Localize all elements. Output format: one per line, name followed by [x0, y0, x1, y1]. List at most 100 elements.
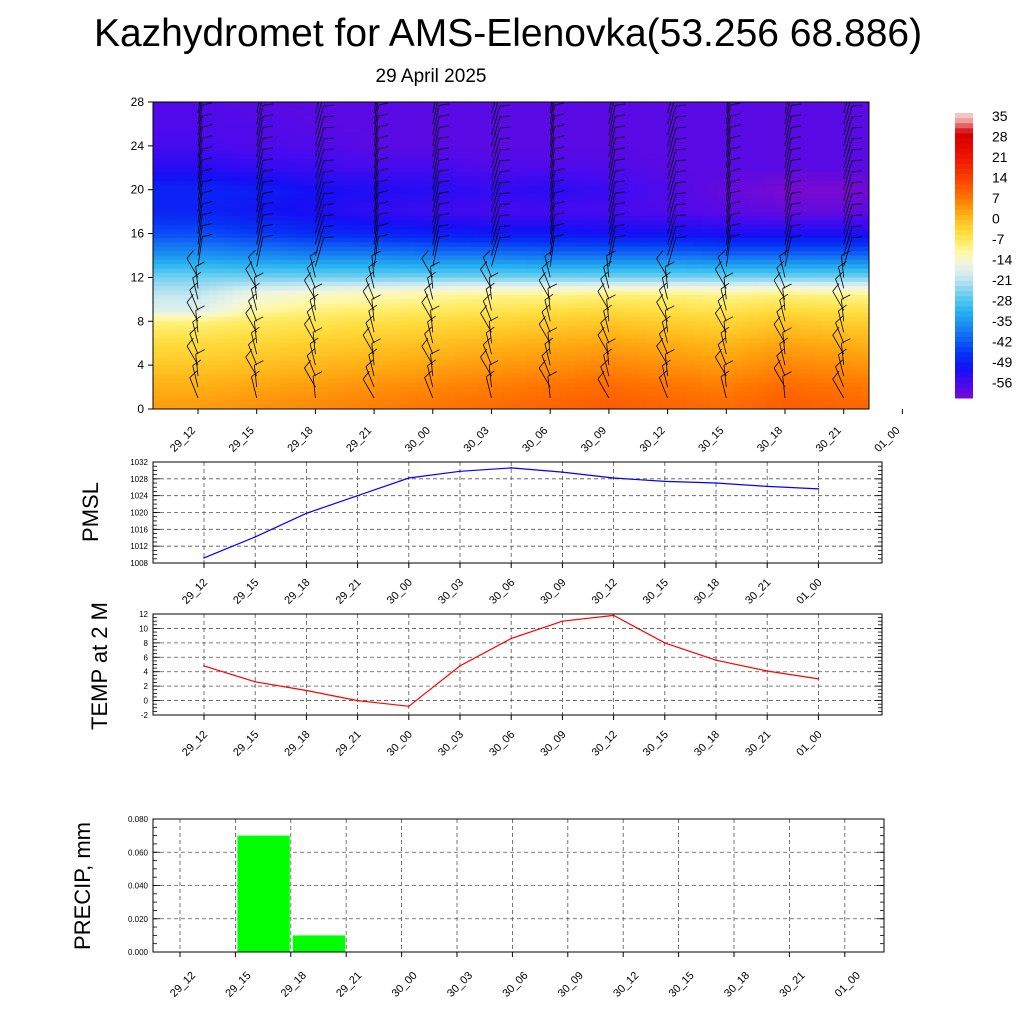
heatmap-cell — [479, 351, 488, 357]
heatmap-cell — [526, 123, 536, 129]
heatmap-cell — [566, 395, 576, 401]
heatmap-cell — [717, 115, 727, 121]
heatmap-cell — [160, 176, 170, 182]
heatmap-cell — [248, 382, 258, 388]
heatmap-cell — [678, 115, 687, 121]
heatmap-cell — [598, 356, 608, 362]
heatmap-cell — [320, 404, 329, 409]
heatmap-cell — [200, 308, 210, 314]
heatmap-cell — [471, 404, 480, 409]
heatmap-cell — [558, 207, 568, 213]
heatmap-cell — [526, 180, 536, 186]
heatmap-cell — [272, 207, 281, 213]
heatmap-cell — [670, 106, 679, 112]
heatmap-cell — [622, 281, 631, 287]
heatmap-cell — [256, 365, 265, 371]
heatmap-cell — [343, 387, 353, 393]
heatmap-cell — [693, 115, 703, 121]
heatmap-cell — [288, 264, 297, 270]
heatmap-cell — [455, 255, 464, 261]
heatmap-cell — [646, 338, 655, 344]
heatmap-cell — [375, 242, 385, 248]
heatmap-cell — [423, 229, 433, 235]
heatmap-cell — [455, 202, 464, 208]
heatmap-cell — [176, 237, 186, 243]
heatmap-cell — [153, 106, 162, 112]
heatmap-cell — [622, 347, 631, 353]
heatmap-cell — [670, 237, 679, 243]
heatmap-cell — [455, 273, 464, 279]
heatmap-cell — [654, 233, 663, 239]
heatmap-cell — [447, 316, 456, 322]
heatmap-cell — [646, 102, 655, 107]
heatmap-cell — [184, 102, 194, 107]
heatmap-cell — [176, 365, 186, 371]
heatmap-cell — [423, 123, 433, 129]
heatmap-cell — [630, 378, 639, 384]
heatmap-cell — [614, 167, 623, 173]
heatmap-cell — [686, 330, 695, 336]
heatmap-cell — [503, 180, 512, 186]
heatmap-cell — [638, 255, 647, 261]
heatmap-cell — [487, 189, 496, 195]
heatmap-cell — [391, 303, 401, 309]
heatmap-cell — [232, 299, 242, 305]
heatmap-cell — [240, 220, 250, 226]
heatmap-cell — [248, 220, 258, 226]
heatmap-cell — [638, 264, 647, 270]
heatmap-cell — [399, 369, 409, 375]
heatmap-cell — [487, 325, 496, 331]
heatmap-cell — [542, 290, 552, 296]
heatmap-cell — [503, 224, 512, 230]
heatmap-cell — [248, 400, 258, 406]
heatmap-cell — [359, 356, 369, 362]
heatmap-cell — [550, 106, 560, 112]
heatmap-cell — [312, 224, 321, 230]
heatmap-cell — [335, 325, 345, 331]
heatmap-cell — [320, 255, 329, 261]
heatmap-cell — [693, 316, 703, 322]
heatmap-cell — [415, 321, 425, 327]
heatmap-cell — [312, 180, 321, 186]
heatmap-cell — [272, 347, 281, 353]
heatmap-cell — [693, 395, 703, 401]
heatmap-cell — [606, 119, 616, 125]
heatmap-cell — [542, 338, 552, 344]
heatmap-cell — [160, 128, 170, 134]
heatmap-cell — [495, 404, 504, 409]
heatmap-cell — [630, 264, 639, 270]
heatmap-cell — [160, 347, 170, 353]
heatmap-cell — [439, 207, 448, 213]
heatmap-cell — [288, 211, 297, 217]
heatmap-cell — [693, 167, 703, 173]
heatmap-cell — [495, 391, 504, 397]
heatmap-cell — [288, 312, 297, 318]
heatmap-cell — [335, 141, 345, 147]
heatmap-cell — [359, 207, 369, 213]
heatmap-cell — [686, 167, 695, 173]
heatmap-cell — [550, 356, 560, 362]
heatmap-cell — [280, 211, 289, 217]
heatmap-cell — [638, 128, 647, 134]
heatmap-cell — [415, 115, 425, 121]
heatmap-cell — [582, 176, 592, 182]
heatmap-cell — [574, 216, 584, 222]
heatmap-cell — [678, 172, 687, 178]
heatmap-cell — [272, 246, 281, 252]
heatmap-cell — [630, 176, 639, 182]
heatmap-cell — [288, 110, 297, 116]
heatmap-cell — [630, 404, 639, 409]
heatmap-cell — [375, 387, 385, 393]
heatmap-cell — [232, 163, 242, 169]
heatmap-cell — [312, 365, 321, 371]
heatmap-cell — [630, 132, 639, 138]
heatmap-cell — [328, 273, 337, 279]
heatmap-cell — [216, 224, 226, 230]
heatmap-cell — [717, 154, 727, 160]
heatmap-cell — [654, 237, 663, 243]
heatmap-cell — [709, 356, 719, 362]
heatmap-cell — [693, 299, 703, 305]
heatmap-cell — [686, 198, 695, 204]
heatmap-cell — [550, 347, 560, 353]
heatmap-cell — [479, 290, 488, 296]
